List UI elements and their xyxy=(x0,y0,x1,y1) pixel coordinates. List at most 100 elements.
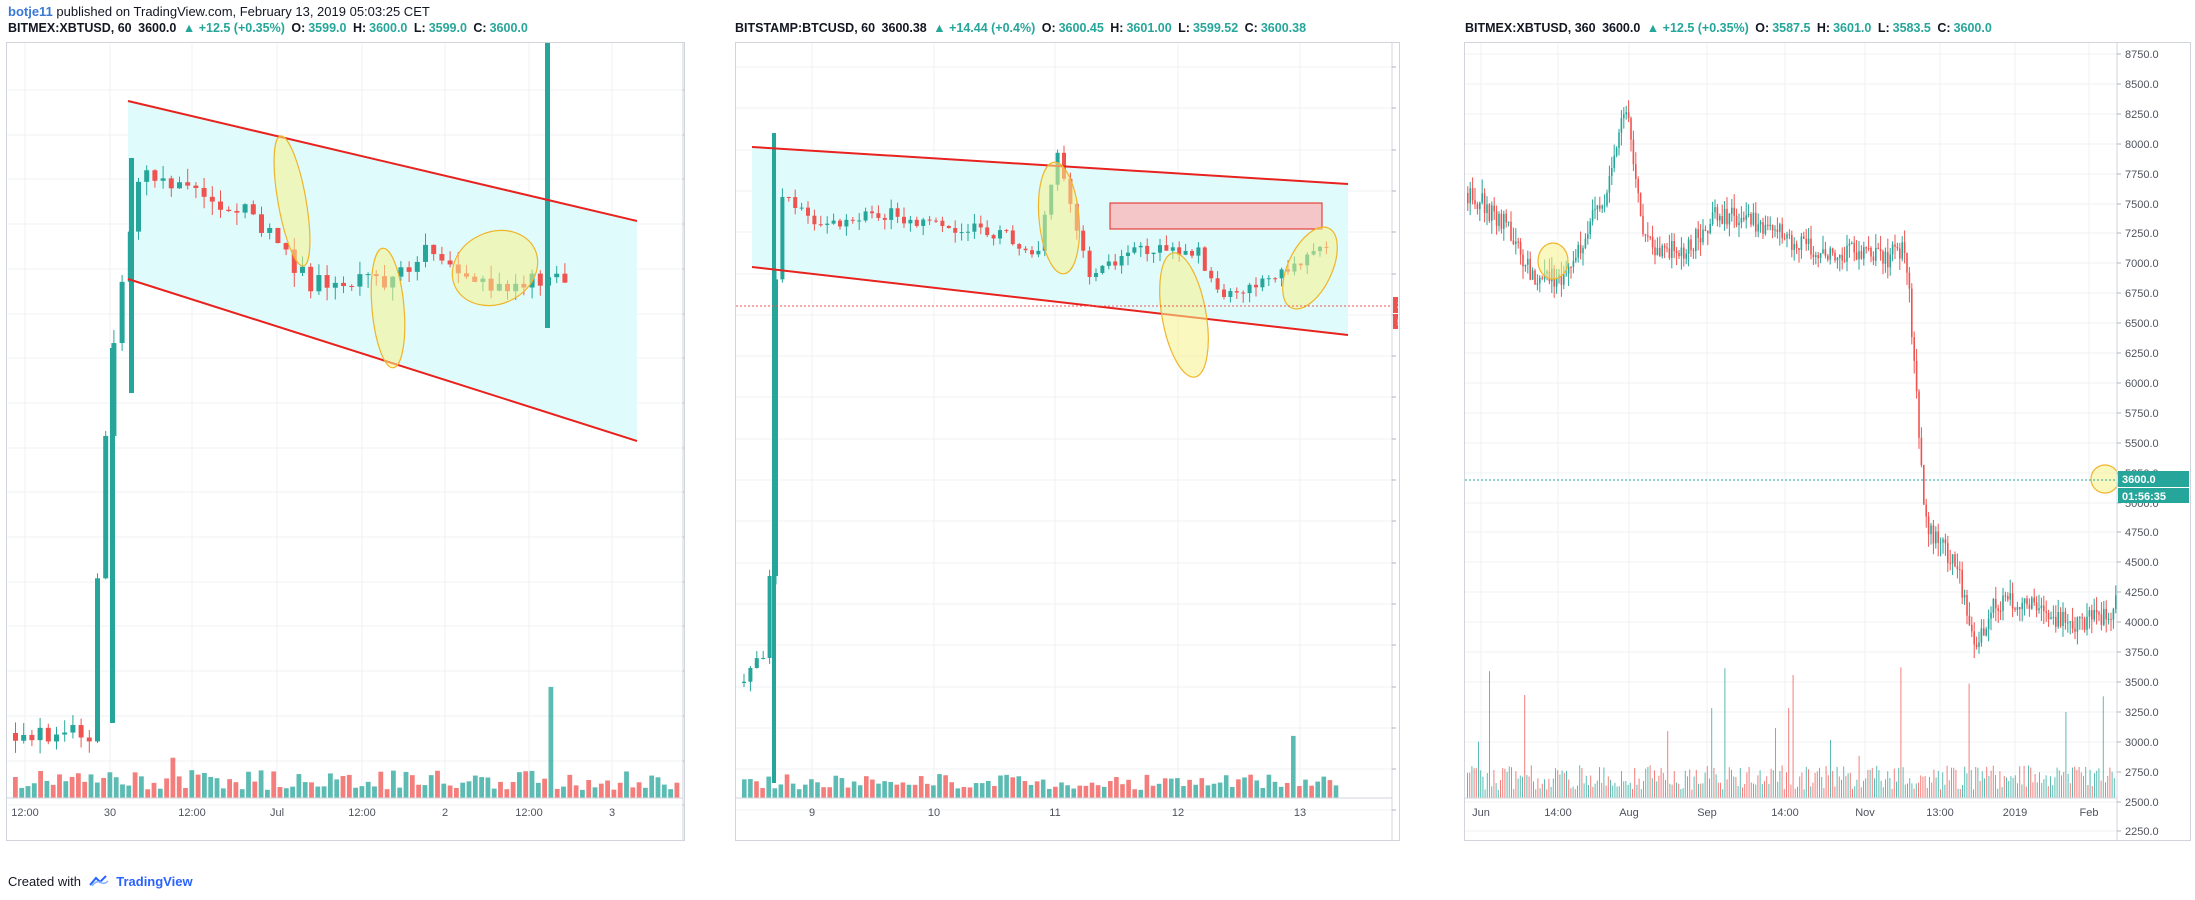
volume-bar xyxy=(428,775,434,798)
volume-bar xyxy=(1022,781,1028,798)
volume-bar xyxy=(2008,780,2010,798)
volume-bar xyxy=(365,781,371,798)
volume-bar xyxy=(1746,772,1748,798)
time-tick-label: 12:00 xyxy=(515,807,543,819)
candle-body xyxy=(1810,238,1812,255)
candle-body xyxy=(1745,215,1747,220)
volume-bar xyxy=(1885,779,1886,798)
chart-canvas-3[interactable]: 8750.0 8500.0 8250.0 8000.0 7750.0 7500.0 7250… xyxy=(1465,43,2190,840)
volume-bar xyxy=(1254,780,1259,798)
volume-bar xyxy=(1211,783,1217,798)
candle-body xyxy=(793,197,798,208)
volume-bar xyxy=(1278,786,1284,798)
chart-panel-3[interactable]: 8750.0 8500.0 8250.0 8000.0 7750.0 7500.0 7250… xyxy=(1464,42,2191,841)
volume-bar xyxy=(1546,789,1548,798)
candle-body xyxy=(966,231,970,233)
price-tick-label: 4500.0 xyxy=(2125,557,2159,569)
candle-body xyxy=(62,732,68,735)
candle-body xyxy=(1750,213,1752,225)
candle-body xyxy=(1202,247,1207,271)
candle-body xyxy=(1702,229,1704,243)
volume-bar xyxy=(57,774,62,798)
candle-body xyxy=(1829,248,1831,260)
volume-bar xyxy=(1984,778,1985,798)
volume-bar xyxy=(1004,774,1009,798)
volume-bar xyxy=(949,782,954,798)
volume-bar xyxy=(1126,779,1131,798)
volume-bar xyxy=(1759,770,1761,798)
volume-bar xyxy=(1682,788,1684,798)
highlight-ellipse xyxy=(2090,464,2120,494)
highlight-ellipse xyxy=(1537,242,1569,280)
volume-bar xyxy=(1566,770,1567,798)
volume-bar xyxy=(2017,783,2018,798)
volume-bar xyxy=(529,770,535,798)
candle-body xyxy=(1138,245,1143,248)
volume-bar xyxy=(2072,767,2073,798)
candle-body xyxy=(1536,283,1539,285)
candle-body xyxy=(761,657,766,659)
candle-body xyxy=(2026,598,2028,605)
volume-bar xyxy=(372,786,377,798)
candle-body xyxy=(341,282,346,287)
volume-bar xyxy=(1059,782,1064,798)
volume-bar xyxy=(1333,785,1339,798)
candle-body xyxy=(1565,273,1567,275)
volume-bar xyxy=(649,775,655,798)
volume-bar xyxy=(2096,770,2098,798)
panel-2-title: BITSTAMP:BTCUSD, 60 3600.38 ▲ +14.44 (+0… xyxy=(735,20,1309,36)
volume-bar xyxy=(1880,780,1882,798)
volume-bar xyxy=(252,781,258,798)
candle-body xyxy=(1966,595,1968,616)
volume-bar xyxy=(107,772,113,798)
volume-bar xyxy=(195,774,201,798)
volume-bar xyxy=(1315,781,1320,798)
open-value: 3599.0 xyxy=(308,21,347,35)
candle-body xyxy=(316,275,322,292)
candle-body xyxy=(1563,274,1565,285)
candle-body xyxy=(1476,204,1479,210)
candle-body xyxy=(1997,608,1999,611)
tradingview-brand[interactable]: TradingView xyxy=(116,874,193,889)
chart-canvas-1[interactable]: 6480.06440.06400.06360.06320.06280.06240… xyxy=(7,43,684,840)
candle-body xyxy=(1875,247,1877,261)
symbol-label[interactable]: BITMEX:XBTUSD, 60 xyxy=(8,21,132,35)
volume-bar xyxy=(882,781,887,798)
volume-bar xyxy=(1321,776,1327,798)
symbol-label[interactable]: BITSTAMP:BTCUSD, 60 xyxy=(735,21,876,35)
volume-bar xyxy=(573,785,579,798)
high-value: 3601.0 xyxy=(1833,21,1872,35)
volume-bar xyxy=(1034,781,1040,798)
volume-bar xyxy=(170,757,176,798)
volume-bar xyxy=(1120,784,1125,798)
candle-body xyxy=(1990,612,1992,619)
candle-body xyxy=(267,227,273,233)
candle-body xyxy=(1685,253,1687,259)
author-link[interactable]: botje11 xyxy=(8,4,53,19)
chart-panel-1[interactable]: 6480.06440.06400.06360.06320.06280.06240… xyxy=(6,42,685,841)
volume-bar xyxy=(1150,785,1156,798)
chart-canvas-2[interactable]: 3720.003700.003680.003660.003640.003620.… xyxy=(736,43,1399,840)
candle-body xyxy=(1721,216,1723,224)
candle-body xyxy=(2033,597,2035,603)
candle-body xyxy=(1656,247,1659,256)
volume-bar xyxy=(1882,787,1884,798)
volume-bar xyxy=(1766,776,1768,798)
open-label: O: xyxy=(1041,21,1056,35)
volume-bar xyxy=(1731,769,1732,798)
candle-body xyxy=(1228,291,1233,297)
price-tick-label: 3750.0 xyxy=(2125,647,2159,659)
candle-body xyxy=(1757,224,1759,232)
volume-bar xyxy=(1926,787,1928,798)
volume-bar xyxy=(2085,766,2087,798)
time-tick-label: Jul xyxy=(270,807,284,819)
time-tick-label: 13:00 xyxy=(1926,807,1954,819)
candle-body xyxy=(1769,224,1771,227)
volume-bar xyxy=(1728,767,1730,798)
volume-bar xyxy=(1497,789,1499,798)
chart-panel-2[interactable]: 3720.003700.003680.003660.003640.003620.… xyxy=(735,42,1400,841)
candle-body xyxy=(799,207,804,209)
volume-bar xyxy=(809,779,814,798)
candle-body xyxy=(1915,360,1918,392)
symbol-label[interactable]: BITMEX:XBTUSD, 360 xyxy=(1465,21,1596,35)
